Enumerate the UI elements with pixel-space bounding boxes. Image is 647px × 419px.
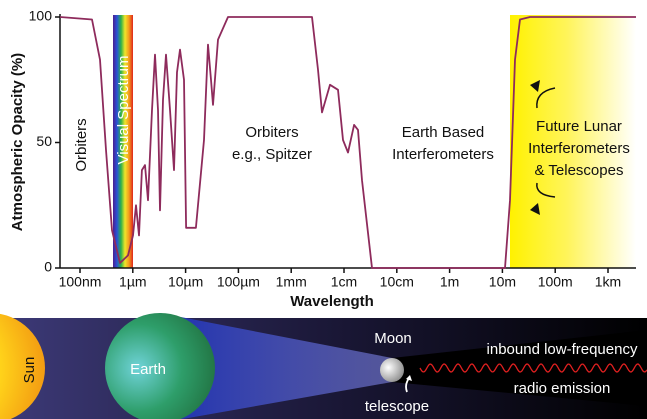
annotation: Interferometers (392, 146, 494, 163)
emission-label: radio emission (514, 380, 611, 397)
x-axis-label: Wavelength (290, 293, 374, 310)
annotation: Interferometers (528, 140, 630, 157)
annotation: e.g., Spitzer (232, 146, 312, 163)
x-tick-label: 10µm (168, 274, 203, 290)
x-tick-label: 1m (440, 274, 459, 290)
y-tick-label: 50 (36, 133, 52, 149)
diagram: Sun Earth Moon telescope inbound low-fre… (0, 313, 647, 419)
moon-label: Moon (374, 330, 412, 347)
x-tick-label: 1µm (119, 274, 147, 290)
sun-label: Sun (21, 357, 38, 384)
moon (380, 358, 404, 382)
x-tick-label: 1mm (276, 274, 307, 290)
earth (105, 313, 215, 419)
x-tick-label: 100nm (59, 274, 102, 290)
arrow (536, 87, 556, 109)
arrow (536, 182, 556, 198)
visual-spectrum-band (113, 15, 133, 268)
radio-wave (419, 363, 647, 373)
x-tick-label: 10m (489, 274, 516, 290)
annotation: Visual Spectrum (115, 56, 132, 165)
annotation: Orbiters (73, 118, 90, 171)
shadow-wedge (392, 330, 647, 406)
x-tick-label: 100µm (217, 274, 260, 290)
annotation: Orbiters (245, 124, 298, 141)
y-tick-label: 100 (29, 8, 53, 24)
annotation: Earth Based (402, 124, 485, 141)
y-tick-label: 0 (44, 259, 52, 275)
x-tick-label: 10cm (380, 274, 414, 290)
annotation: & Telescopes (535, 162, 624, 179)
opacity-line (59, 16, 636, 269)
emission-label: inbound low-frequency (487, 341, 638, 358)
y-axis-label: Atmospheric Opacity (%) (9, 53, 26, 231)
lunar-band (510, 15, 636, 268)
plot-area (113, 15, 636, 268)
x-tick-label: 1cm (331, 274, 357, 290)
shadow-cone (160, 313, 392, 419)
sun (0, 313, 45, 419)
x-tick-label: 100m (538, 274, 573, 290)
earth-label: Earth (130, 361, 166, 378)
annotation: Future Lunar (536, 118, 622, 135)
x-tick-label: 1km (595, 274, 621, 290)
arrowhead (530, 203, 540, 215)
arrowhead (530, 80, 540, 92)
telescope-arrowhead (406, 375, 412, 381)
telescope-label: telescope (365, 398, 429, 415)
